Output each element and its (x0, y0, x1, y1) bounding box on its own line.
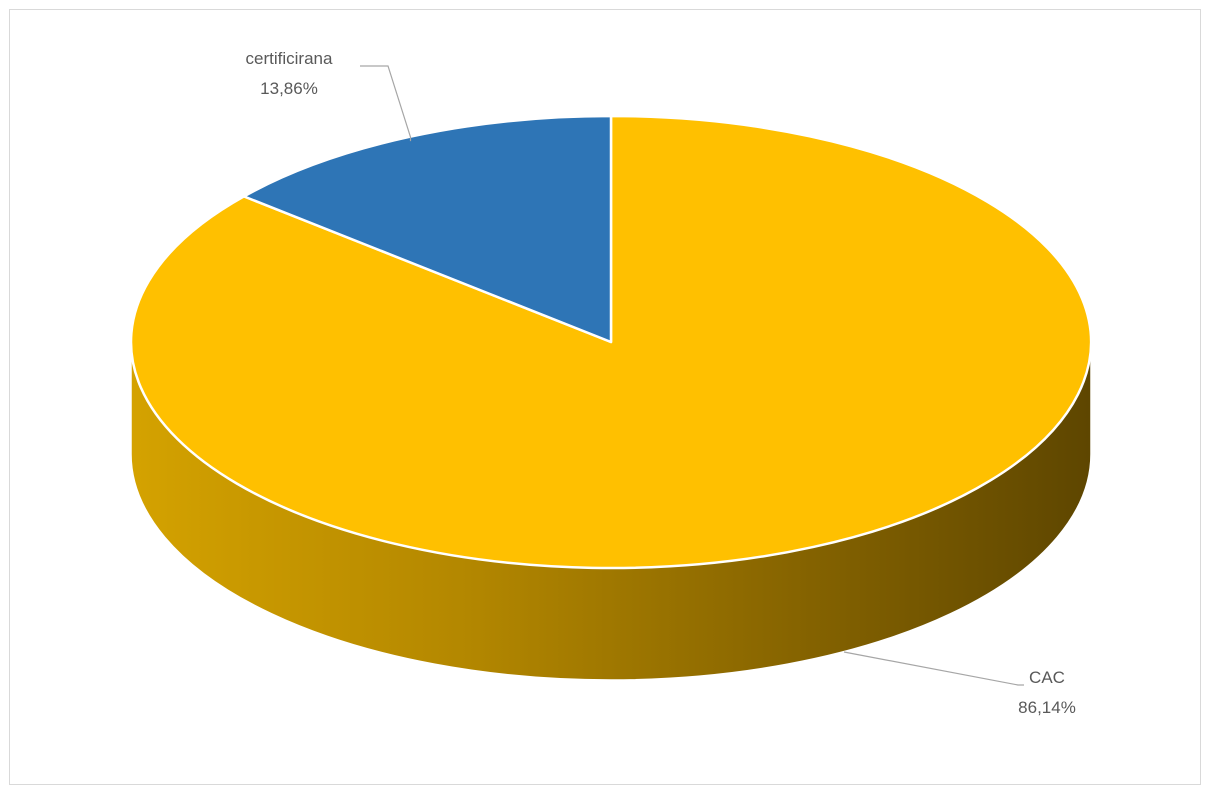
leader-line-certificirana (360, 65, 412, 142)
slice-label-certificirana: certificirana (246, 49, 333, 68)
slice-value-certificirana: 13,86% (260, 79, 318, 98)
pie-slice-certificirana (242, 114, 613, 344)
leader-line-cac (843, 651, 1024, 686)
slice-label-cac: CAC (1029, 668, 1065, 687)
slice-value-cac: 86,14% (1018, 698, 1076, 717)
